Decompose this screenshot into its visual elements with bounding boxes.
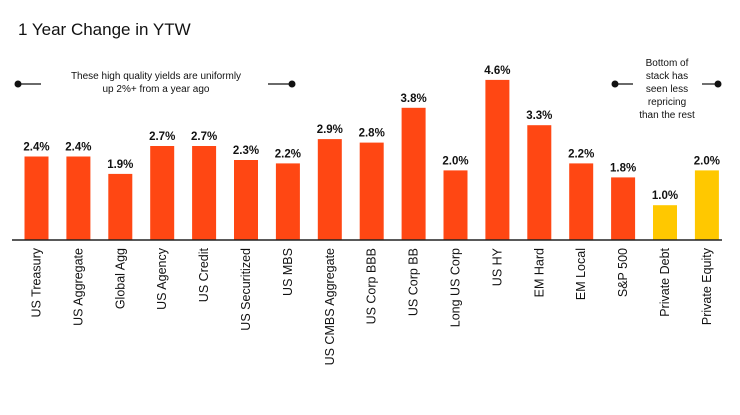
annotation-right: Bottom of stack has seen less repricing … bbox=[611, 58, 722, 121]
tick-label-us-cmbs-aggregate: US CMBS Aggregate bbox=[323, 248, 337, 365]
tick-label-us-hy: US HY bbox=[490, 247, 504, 286]
tick-label-global-agg: Global Agg bbox=[113, 248, 127, 309]
value-label-em-hard: 3.3% bbox=[526, 110, 552, 122]
bar-em-local bbox=[569, 163, 594, 240]
value-label-global-agg: 1.9% bbox=[107, 159, 133, 171]
bar-em-hard bbox=[527, 125, 552, 240]
value-labels-group: 2.4% 2.4% 1.9% 2.7% 2.7% 2.3% 2.2% 2.9% 2.8% 3.8%… bbox=[23, 65, 720, 202]
annotation-left-end-dot bbox=[288, 80, 296, 88]
tick-label-us-agency: US Agency bbox=[155, 247, 169, 310]
value-label-us-agency: 2.7% bbox=[149, 131, 175, 143]
tick-label-us-corp-bb: US Corp BB bbox=[407, 248, 421, 316]
value-label-us-corp-bbb: 2.8% bbox=[359, 128, 385, 140]
value-label-us-mbs: 2.2% bbox=[275, 148, 301, 160]
value-label-long-us-corp: 2.0% bbox=[442, 155, 468, 167]
tick-label-us-mbs: US MBS bbox=[281, 248, 295, 296]
tick-label-long-us-corp: Long US Corp bbox=[449, 248, 463, 327]
tick-label-em-local: EM Local bbox=[574, 248, 588, 300]
value-label-us-securitized: 2.3% bbox=[233, 145, 259, 157]
annotation-right-line2: stack has bbox=[646, 71, 688, 82]
tick-label-us-credit: US Credit bbox=[197, 247, 211, 302]
tick-label-us-aggregate: US Aggregate bbox=[71, 248, 85, 326]
bar-us-corp-bb bbox=[401, 107, 426, 240]
annotation-right-line4: repricing bbox=[648, 97, 686, 108]
bar-us-securitized bbox=[234, 160, 258, 240]
bar-us-agency bbox=[150, 146, 175, 240]
value-label-us-hy: 4.6% bbox=[484, 65, 510, 77]
bar-us-corp-bbb bbox=[359, 142, 384, 240]
bar-private-equity bbox=[694, 170, 719, 240]
value-label-private-debt: 1.0% bbox=[652, 190, 678, 202]
tick-label-em-hard: EM Hard bbox=[532, 248, 546, 297]
bar-sandp-500 bbox=[611, 177, 636, 240]
tick-label-private-debt: Private Debt bbox=[658, 247, 672, 316]
bar-private-debt bbox=[653, 205, 677, 240]
value-label-sandp-500: 1.8% bbox=[610, 162, 636, 174]
value-label-us-treasury: 2.4% bbox=[23, 142, 49, 154]
tick-label-us-securitized: US Securitized bbox=[239, 248, 253, 331]
value-label-us-credit: 2.7% bbox=[191, 131, 217, 143]
annotation-right-line5: than the rest bbox=[639, 110, 695, 121]
annotation-left-line2: up 2%+ from a year ago bbox=[102, 84, 209, 95]
tick-label-us-treasury: US Treasury bbox=[30, 247, 44, 317]
x-tick-labels-group: US Treasury US Aggregate Global Agg US Agen… bbox=[30, 247, 714, 365]
value-label-us-corp-bb: 3.8% bbox=[400, 93, 426, 105]
tick-label-us-corp-bbb: US Corp BBB bbox=[365, 248, 379, 324]
annotation-left-line1: These high quality yields are uniformly bbox=[71, 71, 241, 82]
bar-us-hy bbox=[485, 79, 510, 241]
annotation-right-end-dot bbox=[714, 80, 722, 88]
tick-label-sandp-500: S&P 500 bbox=[616, 248, 630, 297]
bar-us-treasury bbox=[24, 156, 49, 240]
annotation-right-line1: Bottom of bbox=[646, 58, 689, 69]
bar-us-mbs bbox=[275, 163, 300, 240]
annotation-right-line3: seen less bbox=[646, 84, 688, 95]
bars-group bbox=[24, 79, 719, 241]
value-label-us-aggregate: 2.4% bbox=[65, 142, 91, 154]
value-label-private-equity: 2.0% bbox=[694, 155, 720, 167]
bar-us-aggregate bbox=[66, 156, 91, 240]
bar-us-credit bbox=[192, 146, 217, 240]
value-label-em-local: 2.2% bbox=[568, 148, 594, 160]
chart-title: 1 Year Change in YTW bbox=[18, 20, 191, 39]
tick-label-private-equity: Private Equity bbox=[700, 247, 714, 325]
bar-global-agg bbox=[108, 173, 133, 240]
annotation-left: These high quality yields are uniformly … bbox=[14, 71, 296, 95]
bar-long-us-corp bbox=[443, 170, 468, 240]
bar-us-cmbs-aggregate bbox=[317, 139, 342, 240]
value-label-us-cmbs-aggregate: 2.9% bbox=[317, 124, 343, 136]
